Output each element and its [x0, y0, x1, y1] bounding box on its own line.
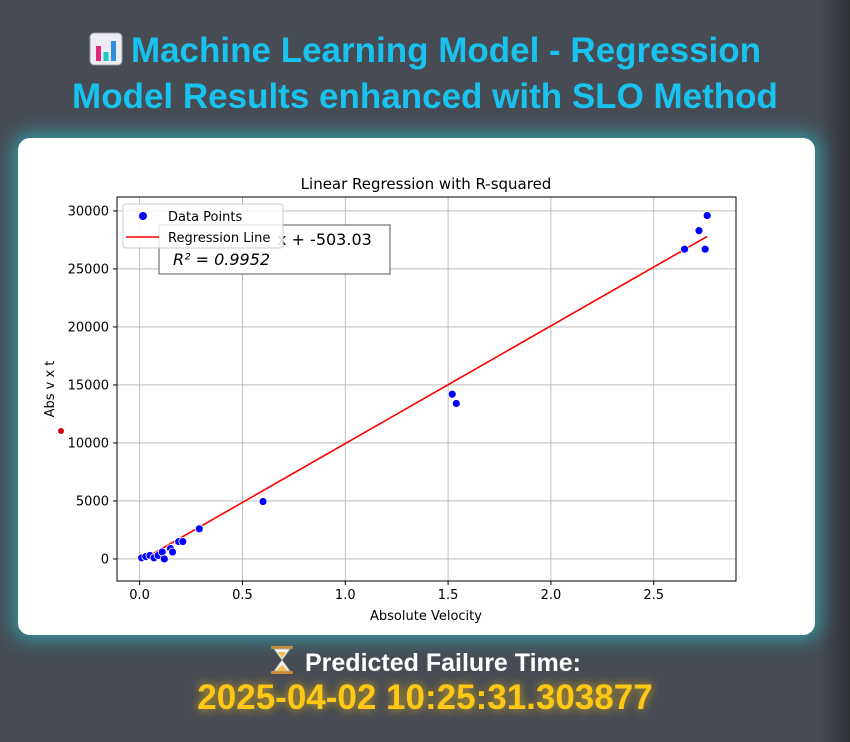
plot-frame: [116, 196, 737, 582]
legend-marker-points: [139, 212, 147, 220]
title-line-1: Machine Learning Model - Regression: [0, 30, 850, 76]
data-point: [194, 524, 204, 534]
title-line-1-text: Machine Learning Model - Regression: [130, 31, 762, 70]
x-axis-label: Absolute Velocity: [370, 609, 482, 624]
y-tick-label: 10000: [68, 436, 109, 451]
data-point: [178, 537, 188, 546]
y-tick-label: 30000: [68, 204, 109, 219]
data-point: [694, 226, 704, 236]
y-tick-label: 20000: [68, 320, 109, 335]
y-tick-label: 5000: [76, 494, 109, 509]
regression-line-layer: [139, 235, 708, 562]
y-tick-label: 0: [101, 552, 109, 567]
data-point: [168, 547, 177, 557]
bar-chart-icon: [89, 32, 123, 76]
y-tick-label: 15000: [68, 378, 109, 393]
data-points-layer: [137, 211, 712, 564]
title-line-2: Model Results enhanced with SLO Method: [72, 77, 778, 116]
predicted-failure-label-text: Predicted Failure Time:: [304, 649, 581, 677]
x-tick-label: 0.5: [232, 588, 253, 603]
axis-ticks: 0.0 0.5 1.0 1.5 2.0 2.5 0 5000 10000 15000 20000 25…: [68, 204, 664, 603]
regression-line: [139, 235, 708, 562]
hourglass-icon: [269, 645, 295, 683]
chart-card: 0.0 0.5 1.0 1.5 2.0 2.5 0 5000 10000 15000 20000 25…: [18, 138, 815, 635]
data-point: [702, 211, 712, 220]
data-point: [451, 399, 461, 408]
r-squared-text: R² = 0.9952: [173, 250, 270, 269]
data-point: [258, 497, 268, 506]
y-axis-label: Abs v x t: [43, 361, 58, 418]
predicted-failure-label: Predicted Failure Time:: [0, 645, 850, 683]
page-title: Machine Learning Model - Regression Mode…: [0, 30, 850, 118]
legend-label-points: Data Points: [168, 210, 242, 225]
x-tick-label: 2.5: [643, 588, 664, 603]
y-tick-label: 25000: [68, 262, 109, 277]
legend-label-line: Regression Line: [168, 231, 270, 246]
predicted-failure-time: 2025-04-02 10:25:31.303877: [197, 678, 653, 717]
x-tick-label: 1.0: [335, 588, 356, 603]
chart-title: Linear Regression with R-squared: [301, 175, 552, 193]
data-point: [159, 554, 169, 564]
x-tick-label: 2.0: [541, 588, 562, 603]
window-edge-shade: [820, 0, 850, 742]
data-point: [447, 389, 457, 399]
equation-text: x + -503.03: [277, 230, 372, 249]
data-point: [700, 244, 710, 254]
regression-chart: 0.0 0.5 1.0 1.5 2.0 2.5 0 5000 10000 15000 20000 25…: [43, 175, 737, 624]
legend: Data Points Regression Line: [122, 203, 284, 249]
stray-point-marker: [58, 428, 64, 434]
x-tick-label: 0.0: [129, 588, 150, 603]
data-point: [680, 244, 689, 254]
x-tick-label: 1.5: [438, 588, 459, 603]
